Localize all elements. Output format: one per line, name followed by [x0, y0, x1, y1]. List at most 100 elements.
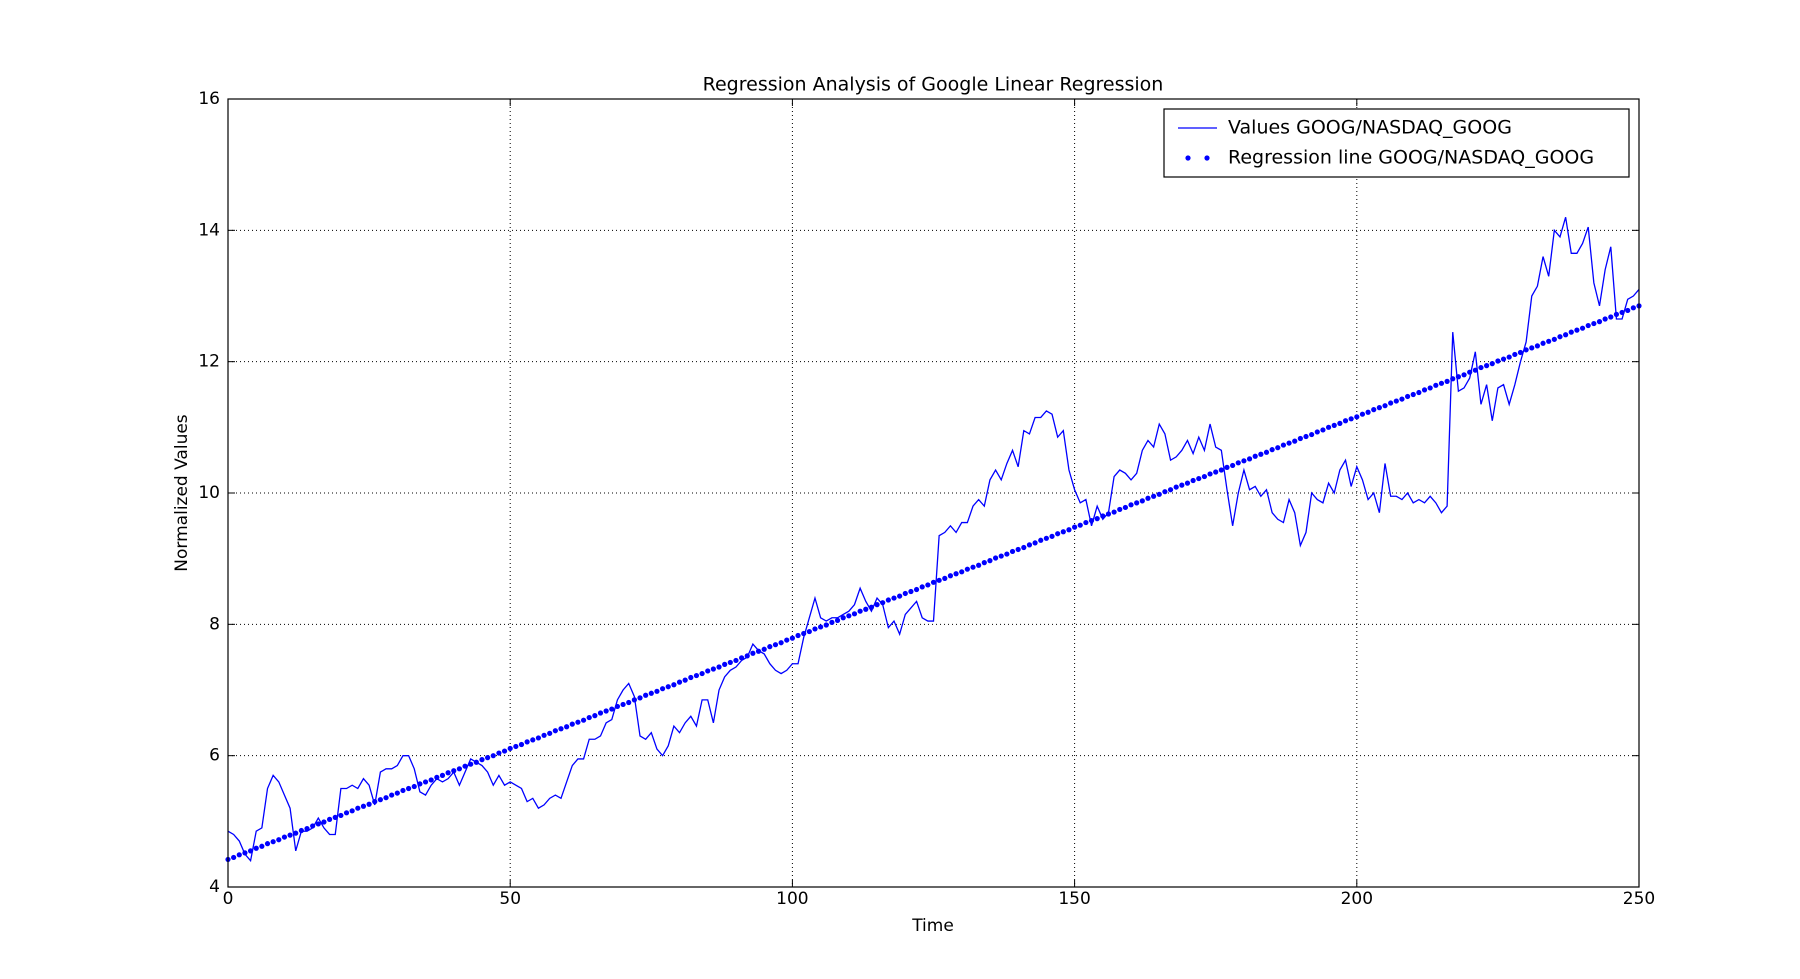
- regression-point: [727, 659, 733, 666]
- regression-point: [1382, 403, 1388, 409]
- regression-point: [479, 757, 485, 763]
- regression-point: [1162, 489, 1168, 495]
- regression-point: [688, 674, 694, 681]
- regression-point: [1359, 411, 1366, 417]
- legend-label: Values GOOG/NASDAQ_GOOG: [1228, 117, 1512, 139]
- regression-point: [818, 624, 824, 630]
- regression-point: [637, 695, 643, 701]
- y-tick-label: 10: [198, 483, 220, 503]
- regression-point: [908, 588, 914, 595]
- regression-point: [1173, 484, 1179, 490]
- regression-point: [1461, 372, 1467, 378]
- regression-point: [1235, 460, 1241, 466]
- regression-point: [524, 739, 530, 745]
- legend-marker: [1185, 155, 1191, 161]
- regression-point: [874, 602, 880, 608]
- x-tick-label: 250: [1623, 889, 1655, 909]
- regression-point: [332, 814, 338, 820]
- regression-point: [767, 644, 773, 650]
- regression-point: [349, 808, 355, 814]
- regression-point: [1032, 540, 1038, 546]
- regression-point: [1252, 453, 1258, 459]
- regression-point: [936, 577, 942, 583]
- regression-point: [406, 785, 412, 792]
- regression-point: [1218, 467, 1224, 473]
- regression-point: [1100, 513, 1106, 519]
- regression-point: [784, 637, 790, 643]
- regression-point: [1026, 542, 1033, 548]
- regression-point: [1060, 529, 1066, 535]
- regression-point: [1421, 387, 1428, 393]
- regression-point: [1241, 458, 1247, 464]
- regression-point: [891, 595, 897, 601]
- regression-point: [676, 679, 683, 685]
- regression-point: [1269, 447, 1275, 453]
- regression-point: [1376, 405, 1382, 411]
- x-axis-label: Time: [911, 916, 954, 936]
- regression-point: [1105, 511, 1112, 517]
- regression-point: [1484, 363, 1490, 369]
- regression-point: [1348, 416, 1354, 422]
- regression-point: [366, 801, 372, 807]
- regression-point: [343, 810, 350, 816]
- regression-point: [1066, 527, 1072, 533]
- regression-point: [1613, 311, 1620, 317]
- regression-point: [716, 664, 722, 670]
- regression-point: [456, 766, 463, 772]
- regression-point: [1591, 320, 1597, 327]
- regression-point: [812, 626, 818, 632]
- regression-point: [1156, 491, 1162, 497]
- y-tick-label: 12: [198, 352, 220, 372]
- regression-point: [372, 799, 378, 805]
- regression-point: [326, 816, 333, 822]
- regression-point: [1145, 495, 1151, 501]
- regression-point: [682, 677, 688, 683]
- regression-point: [552, 728, 558, 734]
- regression-point: [885, 597, 891, 603]
- regression-point: [276, 837, 282, 843]
- regression-point: [338, 812, 344, 819]
- regression-point: [1529, 345, 1535, 351]
- chart-title: Regression Analysis of Google Linear Reg…: [703, 74, 1164, 96]
- regression-point: [1455, 374, 1461, 380]
- legend-box: [1163, 108, 1630, 178]
- regression-point: [575, 719, 581, 725]
- regression-point: [699, 670, 705, 677]
- regression-point: [947, 573, 954, 579]
- regression-point: [530, 737, 536, 743]
- regression-point: [1117, 506, 1123, 513]
- regression-point: [547, 730, 553, 736]
- regression-point: [462, 763, 468, 769]
- regression-point: [597, 710, 604, 716]
- regression-point: [829, 619, 835, 625]
- regression-point: [1320, 427, 1326, 433]
- regression-point: [897, 593, 903, 599]
- regression-point: [772, 642, 779, 648]
- legend-label: Regression line GOOG/NASDAQ_GOOG: [1228, 147, 1594, 169]
- regression-point: [1134, 500, 1140, 506]
- regression-point: [1088, 517, 1095, 524]
- regression-point: [603, 708, 609, 714]
- regression-point: [840, 615, 846, 621]
- regression-point: [930, 579, 937, 585]
- regression-point: [1354, 414, 1360, 420]
- regression-point: [541, 732, 547, 738]
- regression-point: [293, 830, 299, 836]
- regression-point: [1122, 504, 1128, 511]
- regression-point: [1557, 334, 1563, 340]
- regression-point: [259, 843, 265, 849]
- regression-point: [964, 566, 970, 572]
- regression-point: [1184, 480, 1191, 486]
- regression-point: [586, 714, 592, 721]
- regression-point: [501, 748, 508, 754]
- regression-point: [1365, 409, 1371, 415]
- regression-point: [1280, 442, 1287, 448]
- regression-point: [1196, 475, 1202, 482]
- regression-point: [801, 630, 807, 637]
- regression-point: [1021, 544, 1027, 551]
- regression-point: [1404, 393, 1411, 400]
- regression-point: [1416, 389, 1422, 396]
- regression-point: [1009, 548, 1016, 555]
- regression-point: [795, 632, 801, 639]
- regression-point: [1630, 305, 1636, 311]
